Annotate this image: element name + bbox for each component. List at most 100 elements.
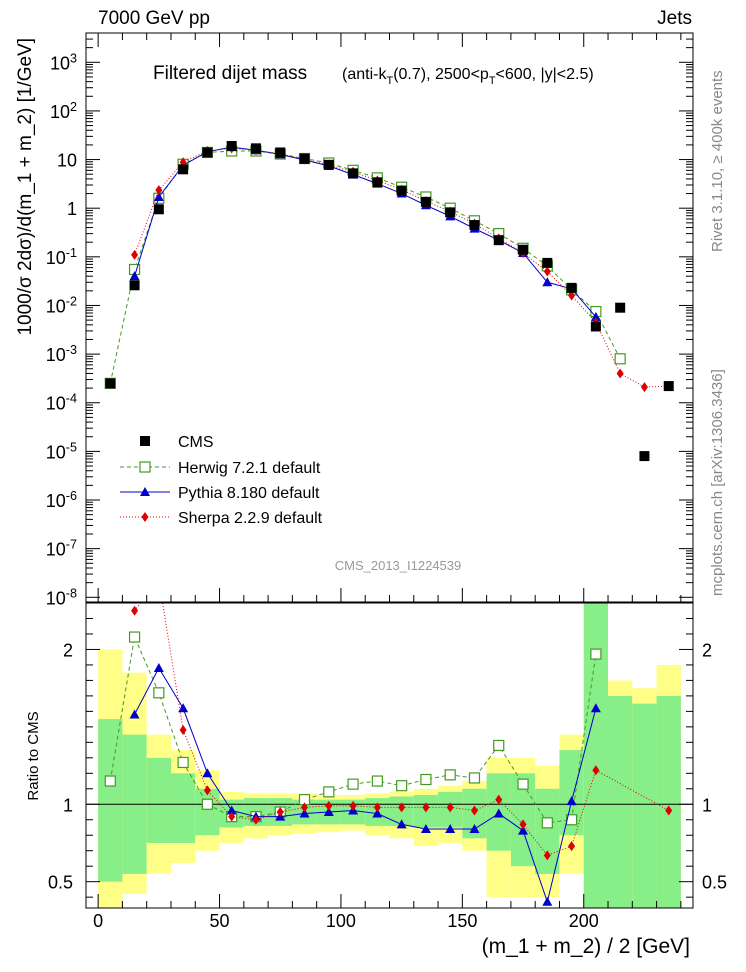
y-tick-label: 102 bbox=[50, 100, 77, 122]
herwig-ratio-point bbox=[323, 786, 335, 798]
sherpa-ratio-point bbox=[543, 850, 551, 861]
cms-point bbox=[178, 164, 189, 175]
herwig-ratio-point bbox=[201, 798, 213, 810]
cms-point bbox=[566, 282, 577, 293]
cms-point bbox=[323, 159, 334, 170]
cms-point bbox=[615, 302, 626, 313]
cms-point bbox=[493, 235, 504, 246]
stat-uncertainty-band bbox=[146, 757, 171, 843]
herwig-point bbox=[614, 353, 626, 365]
herwig-ratio-point bbox=[420, 773, 432, 786]
legend-label-cms: CMS bbox=[178, 434, 214, 451]
sherpa-ratio-point bbox=[276, 807, 284, 818]
sherpa-ratio-point bbox=[446, 802, 454, 813]
sherpa-ratio-point bbox=[592, 765, 600, 776]
y-tick-label: 1 bbox=[67, 199, 77, 219]
pythia-ratio-point bbox=[469, 824, 480, 834]
y-tick-label: 10-6 bbox=[46, 489, 77, 511]
pythia-ratio-point bbox=[590, 703, 601, 713]
cms-point bbox=[299, 153, 310, 164]
herwig-ratio-point bbox=[347, 778, 359, 790]
stat-uncertainty-band bbox=[170, 773, 196, 843]
pythia-point bbox=[153, 191, 164, 201]
cms-point bbox=[348, 168, 359, 179]
y-tick-label: 10-2 bbox=[46, 294, 77, 316]
legend-label-herwig: Herwig 7.2.1 default bbox=[178, 460, 321, 477]
sherpa-ratio-point bbox=[131, 605, 139, 616]
cms-point bbox=[226, 140, 237, 151]
ratio-panel: 0.5 0.5 1 1 2 2 0 50 100 150 200 Ratio to CMS (m_1… bbox=[25, 575, 727, 958]
sherpa-ratio-point bbox=[470, 805, 478, 816]
pythia-ratio-point bbox=[420, 824, 431, 834]
cms-point bbox=[469, 220, 480, 231]
pythia-ratio-point bbox=[396, 819, 407, 829]
sherpa-ratio-point bbox=[203, 785, 211, 796]
sherpa-ratio-point bbox=[179, 724, 187, 735]
pythia-point bbox=[129, 271, 140, 281]
y-tick-label: 10-1 bbox=[46, 246, 77, 268]
cms-point bbox=[542, 257, 553, 268]
legend: CMS Herwig 7.2.1 default Pythia 8.180 defa… bbox=[120, 434, 323, 527]
legend-label-pythia: Pythia 8.180 default bbox=[178, 485, 320, 502]
cms-point bbox=[518, 244, 529, 255]
herwig-ratio-point bbox=[590, 648, 602, 660]
sherpa-point bbox=[155, 185, 163, 196]
main-subtitle: (anti-kT(0.7), 2500<pT<600, |y|<2.5) bbox=[342, 66, 594, 87]
x-tick-label: 200 bbox=[569, 911, 599, 931]
pythia-ratio-point bbox=[323, 807, 334, 817]
x-tick-label: 0 bbox=[93, 911, 103, 931]
legend-label-sherpa: Sherpa 2.2.9 default bbox=[178, 510, 323, 527]
process-label: Jets bbox=[657, 8, 692, 29]
cms-point bbox=[590, 321, 601, 332]
herwig-ratio-point bbox=[541, 817, 553, 829]
pythia-ratio-point bbox=[493, 808, 504, 818]
cms-point bbox=[250, 143, 261, 154]
sherpa-point bbox=[543, 266, 551, 277]
sherpa-point bbox=[568, 290, 576, 301]
sherpa-ratio-point bbox=[349, 800, 357, 811]
pythia-ratio-point bbox=[299, 808, 310, 818]
legend-marker-sherpa bbox=[141, 512, 149, 522]
sherpa-ratio-point bbox=[398, 802, 406, 813]
cms-point bbox=[445, 207, 456, 218]
sherpa-ratio-point bbox=[155, 575, 162, 585]
sherpa-ratio-point bbox=[301, 802, 309, 813]
herwig-ratio-point bbox=[153, 687, 165, 699]
sherpa-ratio-point bbox=[325, 800, 333, 811]
sherpa-ratio-point bbox=[519, 819, 527, 830]
pythia-ratio-point bbox=[372, 808, 383, 818]
sherpa-point bbox=[640, 382, 648, 393]
x-tick-label: 100 bbox=[326, 911, 356, 931]
stat-uncertainty-band bbox=[632, 703, 657, 908]
pythia-ratio-point bbox=[153, 663, 164, 673]
pythia-ratio-point bbox=[518, 825, 529, 835]
legend-marker-herwig bbox=[139, 461, 151, 473]
cms-point bbox=[153, 204, 164, 215]
cms-point bbox=[639, 451, 650, 462]
y-tick-label: 10-8 bbox=[46, 586, 77, 608]
pythia-ratio-line bbox=[134, 667, 597, 904]
herwig-ratio-point bbox=[128, 631, 141, 643]
x-tick-label: 50 bbox=[210, 911, 230, 931]
ratio-y-tick-label-left: 1 bbox=[63, 795, 73, 815]
y-tick-label: 10 bbox=[57, 151, 77, 171]
stat-uncertainty-band bbox=[608, 695, 633, 908]
analysis-id: CMS_2013_I1224539 bbox=[335, 558, 462, 573]
herwig-ratio-point bbox=[371, 775, 383, 787]
ratio-y-axis-label: Ratio to CMS bbox=[25, 711, 42, 800]
sherpa-line bbox=[134, 147, 669, 388]
sherpa-point bbox=[131, 249, 139, 260]
stat-uncertainty-band bbox=[98, 719, 123, 882]
sherpa-ratio-point bbox=[495, 794, 503, 805]
ratio-y-tick-label-left: 2 bbox=[63, 640, 73, 660]
herwig-ratio-point bbox=[517, 778, 529, 790]
y-tick-label: 10-3 bbox=[46, 343, 77, 365]
sherpa-ratio-point bbox=[422, 802, 430, 813]
y-tick-label: 10-5 bbox=[46, 440, 77, 462]
pythia-ratio-point bbox=[445, 824, 456, 834]
y-tick-label: 10-7 bbox=[46, 538, 77, 560]
ratio-y-tick-label-right: 2 bbox=[702, 640, 712, 660]
source-label: mcplots.cern.ch [arXiv:1306.3436] bbox=[709, 369, 726, 596]
cms-point bbox=[420, 196, 431, 207]
